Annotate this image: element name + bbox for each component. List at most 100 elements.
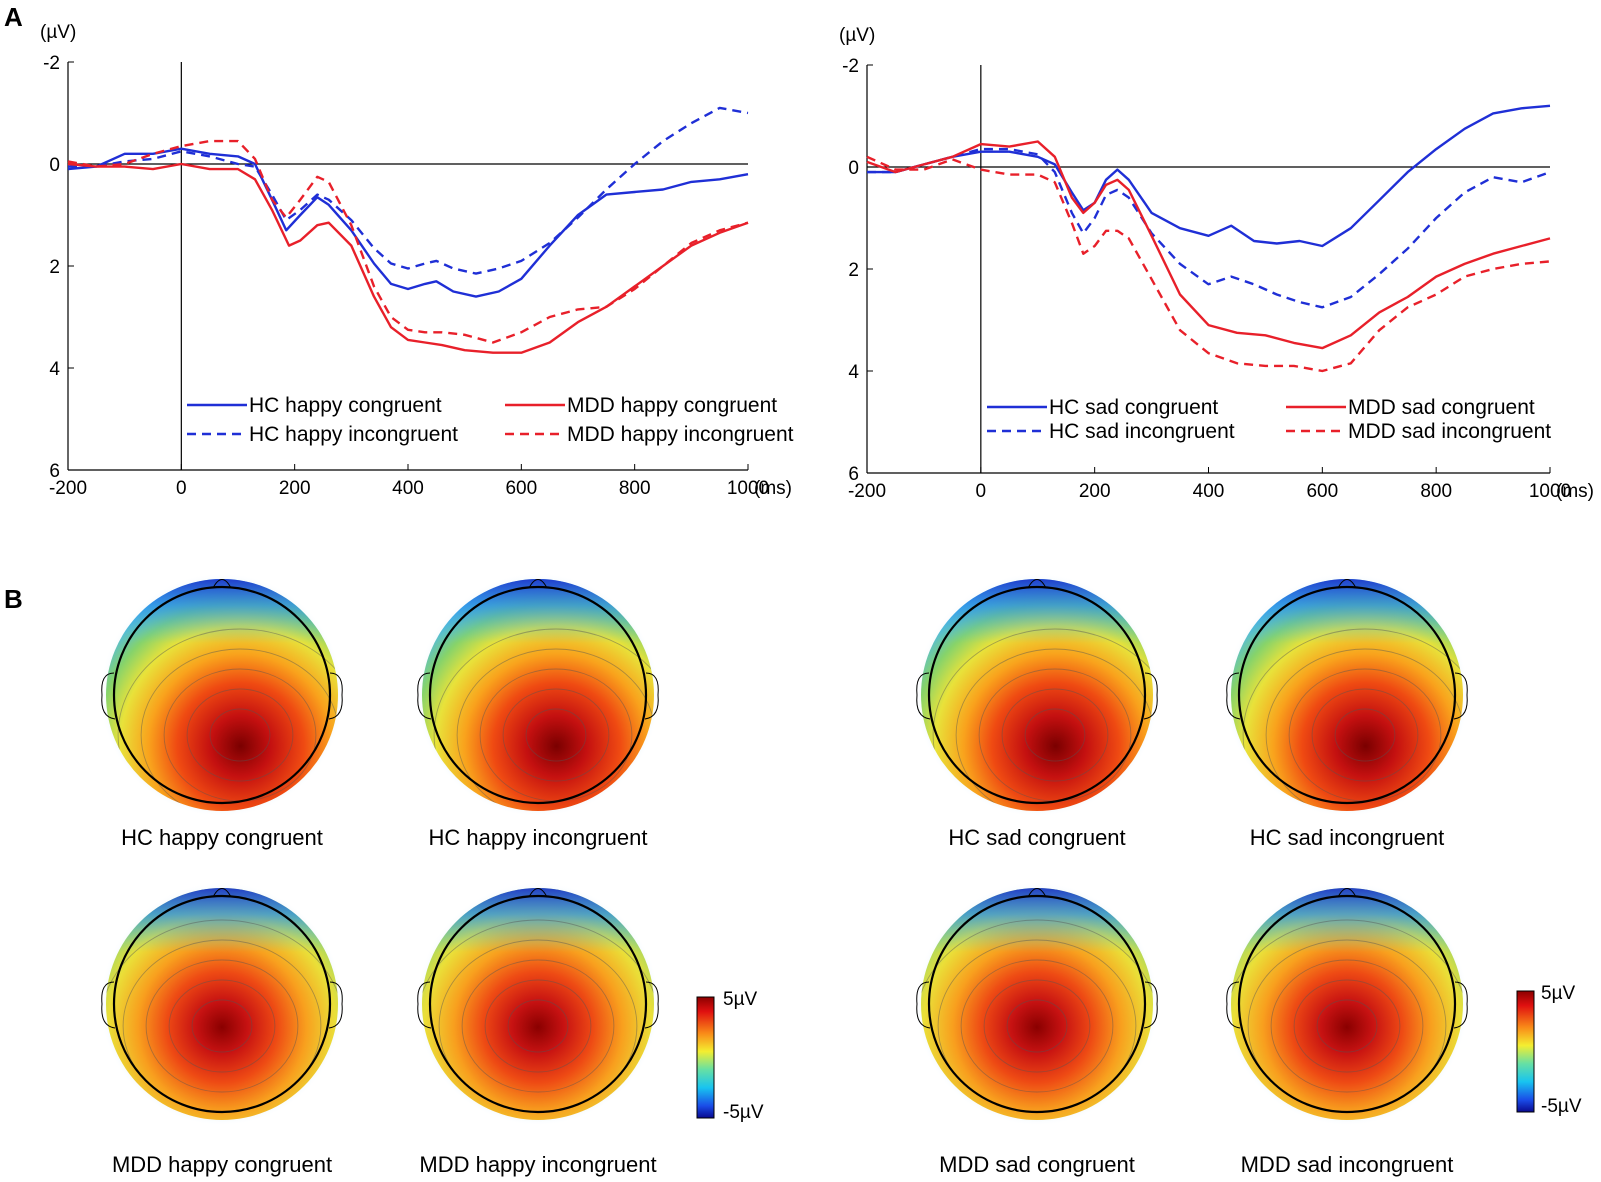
legend-label: MDD happy congruent <box>567 394 777 417</box>
y-unit-label: (µV) <box>839 25 875 46</box>
topomap-contour <box>106 919 338 1120</box>
topomap-contour <box>1024 708 1086 762</box>
x-unit-label: (ms) <box>1556 481 1594 502</box>
topomap-contour <box>209 708 271 762</box>
x-tick-label: 400 <box>392 478 424 499</box>
nose-icon <box>1337 888 1357 898</box>
head-outline <box>112 585 332 805</box>
head-outline <box>112 894 332 1114</box>
topomap-label: HC sad congruent <box>948 825 1125 850</box>
x-tick-label: 1000 <box>727 478 769 499</box>
nose-icon <box>1337 579 1357 589</box>
colorbar-sad: 5µV -5µV <box>1516 983 1582 1117</box>
topomap-contour <box>461 959 615 1093</box>
y-tick-label: -2 <box>43 53 60 74</box>
panel-label-b: B <box>4 584 23 614</box>
x-tick-label: -200 <box>848 481 886 502</box>
topomap-contour <box>960 959 1114 1093</box>
right-ear-icon <box>328 981 343 1029</box>
topomap-contour <box>1001 688 1109 782</box>
series-line-mdd-happy-incongruent <box>67 139 749 344</box>
topomap-contour <box>1006 999 1068 1053</box>
y-tick-label: -2 <box>842 56 859 77</box>
y-tick-label: 4 <box>848 362 859 383</box>
nose-icon <box>528 888 548 898</box>
legend-label: HC happy incongruent <box>249 423 458 446</box>
right-ear-icon <box>1143 981 1158 1029</box>
topomap-hc-sad-congruent: HC sad congruent <box>915 573 1159 850</box>
topomap-contour <box>955 648 1153 811</box>
topomap-contour <box>456 648 654 811</box>
colorbar-max-label: 5µV <box>1541 983 1576 1004</box>
x-unit-label: (ms) <box>754 478 792 499</box>
left-ear-icon <box>916 981 931 1029</box>
topomap-mdd-happy-congruent: MDD happy congruent <box>100 882 344 1177</box>
x-tick-label: 400 <box>1193 481 1225 502</box>
topomap-contour <box>983 979 1091 1073</box>
x-tick-label: 200 <box>1079 481 1111 502</box>
topomap-contour <box>1293 979 1401 1073</box>
topomap-frontal-region <box>106 888 338 1120</box>
legend-label: MDD happy incongruent <box>567 423 794 446</box>
colorbar-max-label: 5µV <box>723 989 758 1010</box>
series-line-mdd-sad-congruent <box>866 140 1551 350</box>
x-tick-label: 0 <box>176 478 187 499</box>
right-ear-icon <box>644 981 659 1029</box>
topomap-frontal-region <box>921 888 1153 1120</box>
x-tick-label: 600 <box>505 478 537 499</box>
topomap-label: MDD happy congruent <box>112 1152 332 1177</box>
topomap-contour <box>502 688 610 782</box>
y-tick-label: 2 <box>848 260 859 281</box>
y-tick-label: 0 <box>848 158 859 179</box>
topomap-hc-happy-incongruent: HC happy incongruent <box>416 573 660 850</box>
colorbar-gradient <box>696 996 715 1119</box>
left-ear-icon <box>417 981 432 1029</box>
x-tick-label: 1000 <box>1529 481 1571 502</box>
topomap-contour <box>932 628 1153 811</box>
right-ear-icon <box>1453 981 1468 1029</box>
topomap-label: MDD sad congruent <box>939 1152 1135 1177</box>
topomap-contour <box>186 688 294 782</box>
series-line-hc-happy-congruent <box>67 147 749 298</box>
x-tick-label: -200 <box>49 478 87 499</box>
topomap-label: HC happy congruent <box>121 825 323 850</box>
topomap-contour <box>168 979 276 1073</box>
topomap-hc-happy-congruent: HC happy congruent <box>100 573 344 850</box>
right-ear-icon <box>328 672 343 720</box>
series-line-hc-sad-incongruent <box>867 147 1551 309</box>
colorbar-gradient <box>1516 990 1535 1113</box>
x-tick-label: 600 <box>1306 481 1338 502</box>
topomap-contour <box>525 708 587 762</box>
y-unit-label: (µV) <box>40 22 76 43</box>
nose-icon <box>212 579 232 589</box>
x-tick-label: 800 <box>1420 481 1452 502</box>
erp-chart-happy: -2 0 2 4 6-200 0 200 400 600 800 1000 (µV) (ms) HC ha… <box>40 22 794 499</box>
head-outline <box>927 894 1147 1114</box>
topomap-contour <box>921 919 1153 1120</box>
series-line-hc-happy-incongruent <box>68 106 749 275</box>
left-ear-icon <box>1226 981 1241 1029</box>
head-outline <box>1237 894 1457 1114</box>
topomap-contour <box>117 628 338 811</box>
y-tick-label: 2 <box>49 257 60 278</box>
head-outline <box>1237 585 1457 805</box>
legend-label: HC happy congruent <box>249 394 442 417</box>
topomap-frontal-region <box>921 579 1153 811</box>
topomap-mdd-sad-congruent: MDD sad congruent <box>915 882 1159 1177</box>
topomap-contour <box>1265 648 1463 811</box>
topomap-frontal-region <box>1231 579 1463 811</box>
nose-icon <box>1027 888 1047 898</box>
legend-label: MDD sad incongruent <box>1348 420 1551 443</box>
legend-label: HC sad congruent <box>1049 396 1218 419</box>
erp-chart-sad: -2 0 2 4 6-200 0 200 400 600 800 1000 (µV) (ms) HC sa… <box>839 25 1594 502</box>
nose-icon <box>1027 579 1047 589</box>
y-tick-label: 4 <box>49 359 60 380</box>
y-tick-label: 6 <box>848 464 859 485</box>
topomap-contour <box>1334 708 1396 762</box>
colorbar-min-label: -5µV <box>723 1102 764 1123</box>
topomap-label: MDD happy incongruent <box>419 1152 656 1177</box>
topomap-contour <box>145 959 299 1093</box>
topomap-contour <box>191 999 253 1053</box>
